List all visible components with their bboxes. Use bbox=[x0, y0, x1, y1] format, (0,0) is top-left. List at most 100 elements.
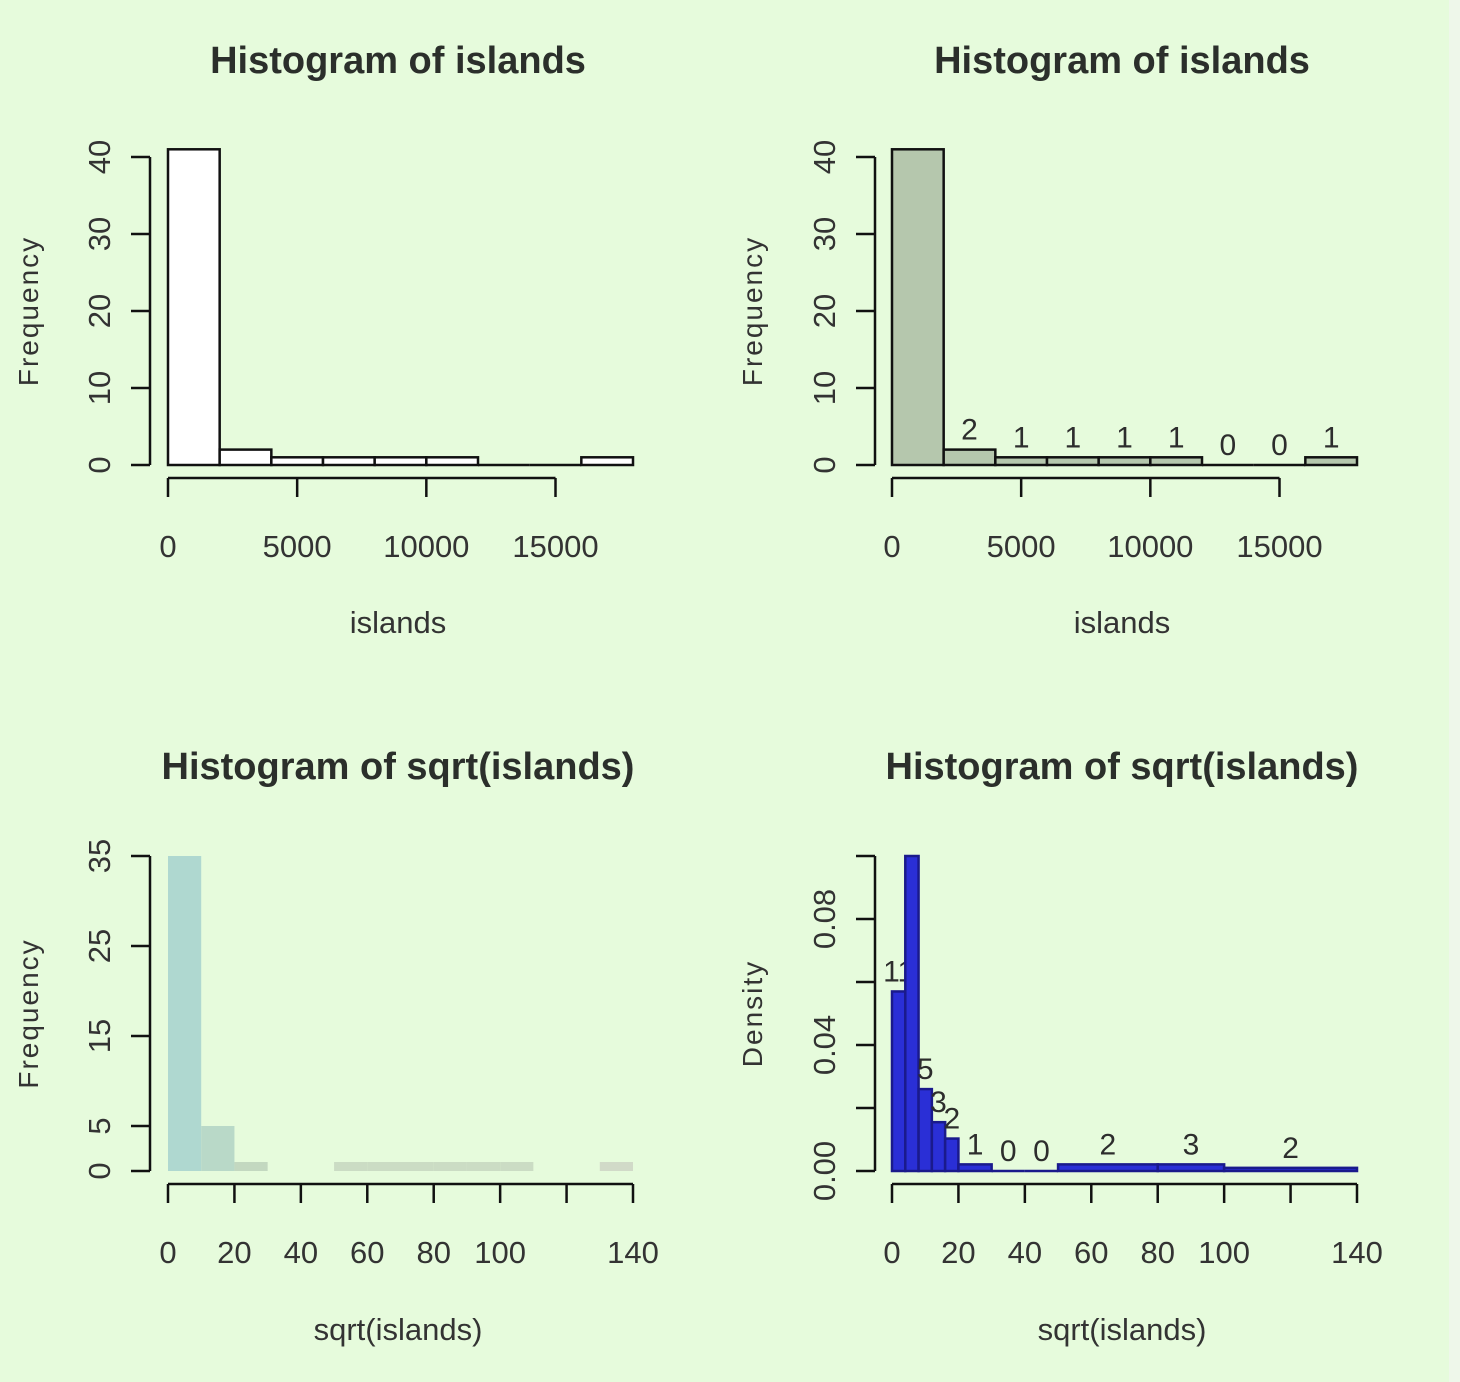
x-tick-label: 140 bbox=[1331, 1235, 1383, 1270]
histogram-bar bbox=[321, 456, 376, 467]
bar-count-label: 1 bbox=[1323, 421, 1340, 454]
x-tick-label: 60 bbox=[1074, 1235, 1108, 1270]
y-tick-label: 30 bbox=[82, 217, 117, 251]
histogram-bar bbox=[580, 456, 635, 467]
panel-top-left: Histogram of islands 0 5000 10000 15000 0 10 20… bbox=[13, 40, 635, 640]
chart-title: Histogram of sqrt(islands) bbox=[886, 746, 1359, 788]
bar-count-label: 1 bbox=[1013, 421, 1030, 454]
y-tick-label: 40 bbox=[807, 140, 842, 174]
bar-count-label: 2 bbox=[1100, 1128, 1117, 1161]
histogram-bar bbox=[599, 1162, 633, 1171]
x-tick-label: 100 bbox=[474, 1235, 526, 1270]
right-edge-strip bbox=[1449, 0, 1460, 1382]
bar-count-label: 0 bbox=[1033, 1135, 1050, 1168]
x-tick-label: 15000 bbox=[512, 529, 598, 564]
y-tick-label: 5 bbox=[82, 1117, 117, 1134]
histogram-bar bbox=[166, 148, 221, 467]
x-tick-label: 10000 bbox=[383, 529, 469, 564]
histogram-bar bbox=[466, 1162, 501, 1171]
histogram-bar bbox=[943, 1137, 960, 1173]
x-tick-label: 40 bbox=[284, 1235, 318, 1270]
x-tick-label: 20 bbox=[217, 1235, 251, 1270]
x-tick-label: 0 bbox=[883, 1235, 900, 1270]
y-tick-label: 30 bbox=[807, 217, 842, 251]
histogram-bar bbox=[957, 1163, 993, 1173]
histogram-bar bbox=[218, 448, 273, 467]
histogram-bar bbox=[270, 456, 325, 467]
x-tick-label: 5000 bbox=[987, 529, 1056, 564]
y-axis-label: Frequency bbox=[13, 938, 44, 1088]
bar-count-label: 0 bbox=[1271, 429, 1288, 462]
histogram-bar bbox=[400, 1162, 434, 1171]
bar-count-label: 1 bbox=[1116, 421, 1133, 454]
histogram-bar bbox=[890, 148, 945, 467]
histogram-bar bbox=[1304, 456, 1359, 467]
x-tick-label: 0 bbox=[159, 1235, 176, 1270]
histogram-bar bbox=[890, 990, 907, 1173]
histogram-bar bbox=[433, 1162, 467, 1171]
y-axis-label: Frequency bbox=[737, 236, 768, 386]
bar-count-label: 3 bbox=[930, 1086, 947, 1119]
histogram-bar bbox=[1156, 1163, 1226, 1173]
x-axis-label: sqrt(islands) bbox=[314, 1312, 483, 1347]
bar-count-label: 2 bbox=[1282, 1132, 1299, 1165]
histogram-bar bbox=[1222, 1166, 1359, 1173]
chart-title: Histogram of islands bbox=[210, 40, 586, 82]
histogram-bar bbox=[904, 854, 920, 1173]
x-tick-label: 5000 bbox=[263, 529, 332, 564]
x-axis-label: sqrt(islands) bbox=[1038, 1312, 1207, 1347]
bar-count-label: 5 bbox=[917, 1053, 934, 1086]
y-axis-label: Frequency bbox=[13, 236, 44, 386]
bar-count-label: 1 bbox=[1168, 421, 1185, 454]
panel-bottom-left: Histogram of sqrt(islands) 0 20 40 60 80 100 14… bbox=[13, 746, 659, 1347]
x-tick-label: 15000 bbox=[1236, 529, 1322, 564]
x-tick-label: 80 bbox=[1140, 1235, 1174, 1270]
y-tick-label: 0 bbox=[82, 456, 117, 473]
y-tick-label: 25 bbox=[82, 929, 117, 963]
y-tick-label: 0.08 bbox=[807, 889, 842, 949]
bar-count-label: 0 bbox=[1000, 1135, 1017, 1168]
histogram-bar bbox=[500, 1162, 534, 1171]
histogram-bar bbox=[942, 448, 997, 467]
x-tick-label: 20 bbox=[941, 1235, 975, 1270]
histogram-bar bbox=[994, 456, 1049, 467]
histogram-bar bbox=[367, 1162, 401, 1171]
y-tick-label: 0.00 bbox=[807, 1141, 842, 1201]
y-tick-label: 0.04 bbox=[807, 1015, 842, 1075]
x-tick-label: 0 bbox=[883, 529, 900, 564]
x-tick-label: 140 bbox=[607, 1235, 659, 1270]
y-tick-label: 15 bbox=[82, 1019, 117, 1053]
x-tick-label: 10000 bbox=[1107, 529, 1193, 564]
bar-count-label: 3 bbox=[1183, 1128, 1200, 1161]
chart-title: Histogram of sqrt(islands) bbox=[162, 746, 635, 788]
histogram-bar bbox=[1149, 456, 1204, 467]
histogram-bar bbox=[334, 1162, 368, 1171]
histogram-bar bbox=[1056, 1163, 1159, 1173]
histogram-bar bbox=[234, 1162, 268, 1171]
histogram-bar bbox=[168, 856, 202, 1171]
y-tick-label: 10 bbox=[82, 371, 117, 405]
y-tick-label: 0 bbox=[807, 456, 842, 473]
x-tick-label: 60 bbox=[350, 1235, 384, 1270]
x-axis-label: islands bbox=[350, 605, 447, 640]
y-axis-label: Density bbox=[737, 960, 768, 1067]
histogram-bar bbox=[1045, 456, 1100, 467]
y-tick-label: 40 bbox=[82, 140, 117, 174]
chart-title: Histogram of islands bbox=[934, 40, 1310, 82]
histogram-bar bbox=[1097, 456, 1152, 467]
x-tick-label: 0 bbox=[159, 529, 176, 564]
y-tick-label: 20 bbox=[82, 294, 117, 328]
bar-count-label: 1 bbox=[967, 1128, 984, 1161]
x-tick-label: 40 bbox=[1008, 1235, 1042, 1270]
bar-count-label: 2 bbox=[943, 1103, 960, 1136]
y-tick-label: 35 bbox=[82, 839, 117, 873]
bar-count-label: 0 bbox=[1219, 429, 1236, 462]
y-tick-label: 10 bbox=[807, 371, 842, 405]
histogram-bar bbox=[201, 1126, 235, 1171]
bar-count-label: 1 bbox=[1064, 421, 1081, 454]
x-tick-label: 100 bbox=[1198, 1235, 1250, 1270]
x-axis-label: islands bbox=[1074, 605, 1171, 640]
